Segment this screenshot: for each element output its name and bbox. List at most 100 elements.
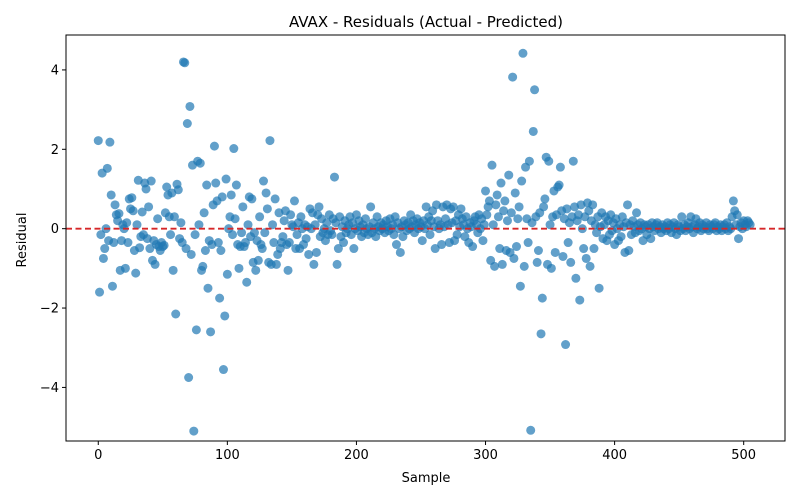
data-point (199, 208, 209, 218)
y-tick-label: 0 (51, 222, 59, 237)
data-point (632, 208, 642, 218)
data-point (575, 295, 585, 305)
data-point (496, 178, 506, 188)
data-point (100, 244, 110, 254)
data-point (222, 269, 232, 279)
x-axis-label: Sample (402, 471, 451, 486)
data-point (259, 176, 268, 186)
data-point (200, 246, 210, 255)
data-point (284, 238, 294, 248)
data-point (107, 281, 117, 291)
data-point (194, 220, 204, 230)
data-point (623, 200, 633, 210)
data-point (330, 172, 339, 182)
data-point (278, 232, 288, 242)
data-point (546, 263, 556, 273)
data-point (189, 426, 199, 436)
data-point (145, 244, 155, 254)
data-point (554, 180, 564, 190)
data-point (391, 240, 401, 250)
data-point (110, 200, 120, 210)
data-point (508, 72, 518, 82)
data-point (555, 162, 565, 172)
data-point (468, 242, 478, 252)
data-point (166, 230, 176, 240)
data-point (173, 185, 183, 195)
data-point (209, 141, 219, 151)
data-point (484, 196, 494, 206)
data-point (229, 144, 239, 154)
data-point (234, 263, 244, 273)
data-point (533, 246, 543, 255)
data-point (261, 188, 271, 198)
data-point (488, 220, 498, 230)
data-point (558, 251, 568, 261)
data-point (526, 425, 536, 435)
data-point (242, 277, 252, 287)
data-point (238, 202, 248, 212)
data-point (262, 204, 272, 214)
data-point (168, 265, 178, 275)
data-point (566, 257, 576, 267)
data-point (144, 202, 154, 212)
x-tick-label: 400 (602, 448, 627, 463)
x-tick-label: 500 (731, 448, 756, 463)
data-point (515, 281, 525, 291)
data-point (141, 184, 151, 194)
data-point (510, 188, 520, 198)
data-point (482, 210, 492, 220)
data-point (185, 101, 195, 111)
data-point (286, 210, 296, 220)
data-point (513, 214, 523, 224)
data-point (536, 329, 546, 339)
data-point (339, 238, 349, 248)
data-point (202, 180, 212, 190)
data-point (171, 309, 181, 319)
data-point (544, 156, 554, 166)
data-point (270, 194, 280, 204)
data-point (296, 212, 306, 222)
data-point (509, 253, 519, 263)
data-point (243, 220, 253, 230)
data-point (153, 214, 163, 224)
data-point (120, 263, 130, 273)
data-point (745, 220, 755, 230)
data-point (512, 242, 521, 252)
data-point (128, 206, 138, 216)
data-point (589, 244, 599, 254)
data-point (213, 238, 223, 248)
data-point (588, 200, 598, 210)
data-point (430, 244, 440, 254)
data-point (135, 243, 145, 253)
data-point (479, 220, 489, 230)
x-tick-label: 100 (215, 448, 240, 463)
data-point (257, 244, 267, 254)
data-point (481, 186, 491, 196)
data-point (96, 230, 106, 240)
data-point (301, 234, 311, 244)
data-point (255, 212, 265, 222)
data-point (448, 202, 458, 212)
data-point (217, 192, 227, 202)
data-point (216, 246, 226, 255)
data-point (452, 230, 462, 240)
data-point (311, 247, 321, 257)
data-point (333, 244, 343, 254)
data-point (159, 240, 169, 250)
data-point (517, 176, 527, 186)
data-point (176, 218, 186, 228)
data-point (265, 136, 275, 146)
data-point (581, 253, 591, 263)
data-point (500, 196, 510, 206)
data-point (251, 265, 261, 275)
data-point (624, 246, 634, 255)
y-axis-label: Residual (15, 213, 30, 268)
data-point (518, 48, 528, 58)
data-point (221, 174, 231, 184)
data-point (646, 234, 656, 244)
data-point (162, 182, 172, 192)
data-point (198, 261, 208, 271)
data-point (523, 238, 533, 248)
data-point (487, 160, 497, 170)
